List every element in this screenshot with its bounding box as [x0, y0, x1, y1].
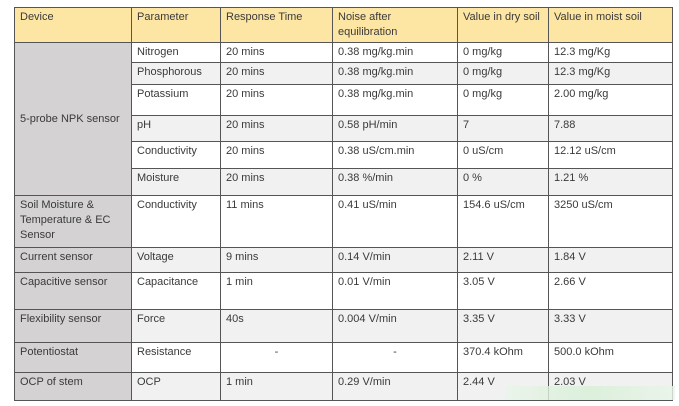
noise-cell: 0.004 V/min: [332, 309, 458, 343]
moist-value-cell: 1.84 V: [548, 247, 673, 273]
dry-value-cell: 0 %: [457, 168, 549, 196]
device-cell: OCP of stem: [14, 372, 132, 401]
moist-value-cell: 500.0 kOhm: [548, 342, 673, 373]
moist-value-cell: 1.21 %: [548, 168, 673, 196]
device-cell: Current sensor: [14, 247, 132, 273]
moist-value-cell: 3250 uS/cm: [548, 195, 673, 248]
parameter-cell: OCP: [131, 372, 221, 401]
parameter-cell: Voltage: [131, 247, 221, 273]
noise-cell: 0.41 uS/min: [332, 195, 458, 248]
dry-value-cell: 2.11 V: [457, 247, 549, 273]
dry-value-cell: 0 mg/kg: [457, 84, 549, 116]
moist-value-cell: 12.12 uS/cm: [548, 141, 673, 169]
table-row: Capacitive sensor Capacitance 1 min 0.01 V/…: [14, 272, 673, 310]
dry-value-cell: 3.35 V: [457, 309, 549, 343]
table-row: OCP of stem OCP 1 min 0.29 V/min 2.44 V 2.03 …: [14, 372, 673, 401]
table-row: Moisture 20 mins 0.38 %/min 0 % 1.21 %: [15, 168, 673, 196]
table-row: Phosphorous 20 mins 0.38 mg/kg.min 0 mg/kg 1…: [15, 62, 673, 85]
header-device: Device: [14, 7, 132, 43]
dry-value-cell: 0 mg/kg: [457, 42, 549, 63]
table-row: 5-probe NPK sensor Nitrogen 20 mins 0.38 mg…: [14, 42, 673, 196]
dry-value-cell: 0 uS/cm: [457, 141, 549, 169]
header-noise: Noise after equilibration: [332, 7, 458, 43]
header-parameter: Parameter: [131, 7, 221, 43]
device-cell: Potentiostat: [14, 342, 132, 373]
noise-cell: 0.38 mg/kg.min: [332, 42, 458, 63]
response-time-cell: 1 min: [220, 372, 333, 401]
noise-cell: 0.29 V/min: [332, 372, 458, 401]
response-time-cell: -: [220, 342, 333, 373]
response-time-cell: 40s: [220, 309, 333, 343]
table-row: Flexibility sensor Force 40s 0.004 V/min 3.3…: [14, 309, 673, 343]
watermark: [505, 386, 675, 400]
header-response-time: Response Time: [220, 7, 333, 43]
dry-value-cell: 0 mg/kg: [457, 62, 549, 85]
response-time-cell: 1 min: [220, 272, 333, 310]
dry-value-cell: 7: [457, 115, 549, 142]
table-row: Soil Moisture & Temperature & EC Sensor C…: [14, 195, 673, 248]
parameter-cell: Nitrogen: [131, 42, 221, 63]
moist-value-cell: 7.88: [548, 115, 673, 142]
parameter-cell: pH: [131, 115, 221, 142]
parameter-cell: Conductivity: [131, 195, 221, 248]
device-cell: Flexibility sensor: [14, 309, 132, 343]
response-time-cell: 20 mins: [220, 42, 333, 63]
moist-value-cell: 12.3 mg/Kg: [548, 62, 673, 85]
response-time-cell: 11 mins: [220, 195, 333, 248]
dry-value-cell: 370.4 kOhm: [457, 342, 549, 373]
noise-cell: 0.38 mg/kg.min: [332, 84, 458, 116]
dry-value-cell: 3.05 V: [457, 272, 549, 310]
sensor-comparison-table: Device Parameter Response Time Noise aft…: [14, 7, 673, 401]
dry-value-cell: 154.6 uS/cm: [457, 195, 549, 248]
header-moist-soil: Value in moist soil: [548, 7, 673, 43]
response-time-cell: 20 mins: [220, 62, 333, 85]
moist-value-cell: 12.3 mg/Kg: [548, 42, 673, 63]
response-time-cell: 20 mins: [220, 168, 333, 196]
table-row: Current sensor Voltage 9 mins 0.14 V/min 2.1…: [14, 247, 673, 273]
header-row: Device Parameter Response Time Noise aft…: [14, 7, 673, 43]
parameter-cell: Potassium: [131, 84, 221, 116]
table-row: Potentiostat Resistance - -370.4 kOhm 500.0 …: [14, 342, 673, 373]
noise-cell: 0.38 mg/kg.min: [332, 62, 458, 85]
parameter-cell: Capacitance: [131, 272, 221, 310]
noise-cell: 0.38 uS/cm.min: [332, 141, 458, 169]
moist-value-cell: 2.00 mg/kg: [548, 84, 673, 116]
moist-value-cell: 2.66 V: [548, 272, 673, 310]
moist-value-cell: 3.33 V: [548, 309, 673, 343]
parameter-cell: Conductivity: [131, 141, 221, 169]
device-cell: 5-probe NPK sensor: [14, 42, 132, 196]
parameter-cell: Force: [131, 309, 221, 343]
device-cell: Soil Moisture & Temperature & EC Sensor: [14, 195, 132, 248]
parameter-cell: Phosphorous: [131, 62, 221, 85]
response-time-cell: 9 mins: [220, 247, 333, 273]
noise-cell: 0.58 pH/min: [332, 115, 458, 142]
parameter-cell: Resistance: [131, 342, 221, 373]
table-row: Conductivity 20 mins 0.38 uS/cm.min 0 uS/cm…: [15, 141, 673, 169]
noise-cell: -: [332, 342, 458, 373]
response-time-cell: 20 mins: [220, 84, 333, 116]
header-dry-soil: Value in dry soil: [457, 7, 549, 43]
device-cell: Capacitive sensor: [14, 272, 132, 310]
noise-cell: 0.38 %/min: [332, 168, 458, 196]
noise-cell: 0.01 V/min: [332, 272, 458, 310]
response-time-cell: 20 mins: [220, 141, 333, 169]
noise-cell: 0.14 V/min: [332, 247, 458, 273]
parameter-cell: Moisture: [131, 168, 221, 196]
response-time-cell: 20 mins: [220, 115, 333, 142]
